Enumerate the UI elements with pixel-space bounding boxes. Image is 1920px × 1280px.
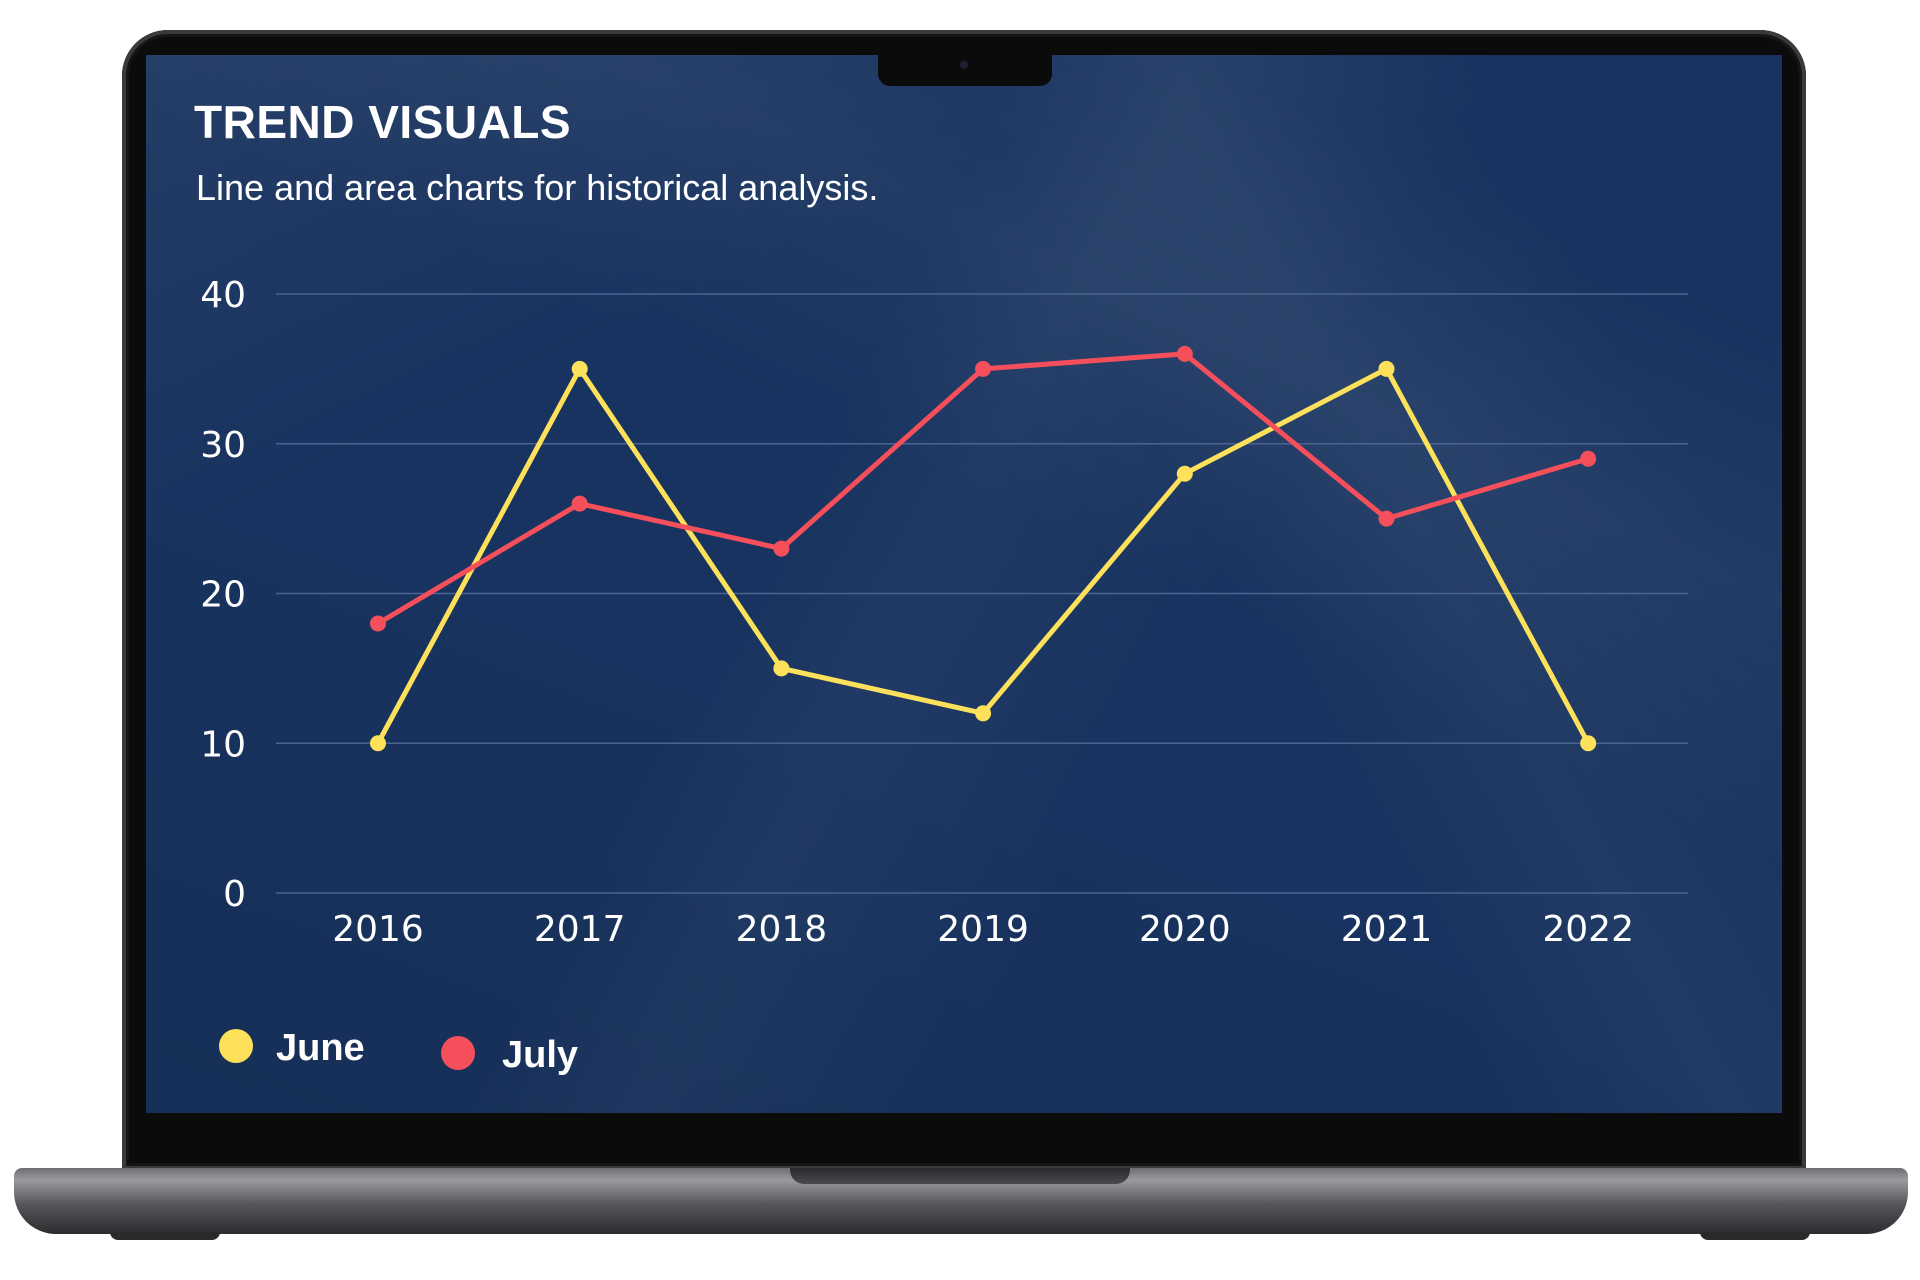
data-point — [1177, 346, 1193, 362]
data-point — [572, 361, 588, 377]
x-tick-label: 2019 — [937, 909, 1029, 950]
series-line-july — [378, 354, 1588, 624]
legend-swatch-june — [219, 1029, 253, 1063]
data-point — [1379, 361, 1395, 377]
data-point — [370, 615, 386, 631]
y-tick-label: 40 — [200, 275, 246, 316]
data-point — [975, 361, 991, 377]
data-point — [975, 705, 991, 721]
laptop-hinge-groove — [790, 1168, 1130, 1184]
chart-series — [370, 346, 1596, 751]
x-tick-label: 2021 — [1341, 909, 1433, 950]
line-chart: 0 10 20 30 40 2016 2017 2018 2019 2020 2021 2022 J… — [146, 55, 1782, 1113]
data-point — [370, 735, 386, 751]
y-tick-label: 0 — [223, 874, 246, 915]
y-tick-label: 20 — [200, 575, 246, 616]
y-tick-label: 30 — [200, 425, 246, 466]
series-line-june — [378, 369, 1588, 743]
chart-grid — [276, 294, 1688, 893]
data-point — [773, 660, 789, 676]
x-tick-label: 2016 — [332, 909, 424, 950]
x-tick-label: 2022 — [1542, 909, 1634, 950]
series-july — [370, 346, 1596, 632]
y-tick-label: 10 — [200, 724, 246, 765]
data-point — [1177, 466, 1193, 482]
series-june — [370, 361, 1596, 751]
data-point — [572, 496, 588, 512]
laptop-foot — [110, 1232, 220, 1240]
x-tick-label: 2017 — [534, 909, 626, 950]
chart-legend: June July — [219, 1027, 578, 1076]
laptop-foot — [1700, 1232, 1810, 1240]
data-point — [1379, 511, 1395, 527]
laptop-screen: TREND VISUALS Line and area charts for h… — [146, 55, 1782, 1113]
data-point — [1580, 735, 1596, 751]
camera-icon — [960, 61, 968, 69]
y-axis: 0 10 20 30 40 — [200, 275, 246, 915]
camera-notch — [878, 52, 1052, 86]
x-tick-label: 2018 — [736, 909, 828, 950]
data-point — [1580, 451, 1596, 467]
legend-label-july: July — [502, 1034, 578, 1076]
legend-swatch-july — [441, 1036, 475, 1070]
x-axis: 2016 2017 2018 2019 2020 2021 2022 — [332, 909, 1634, 950]
data-point — [773, 541, 789, 557]
x-tick-label: 2020 — [1139, 909, 1231, 950]
legend-label-june: June — [276, 1027, 365, 1069]
